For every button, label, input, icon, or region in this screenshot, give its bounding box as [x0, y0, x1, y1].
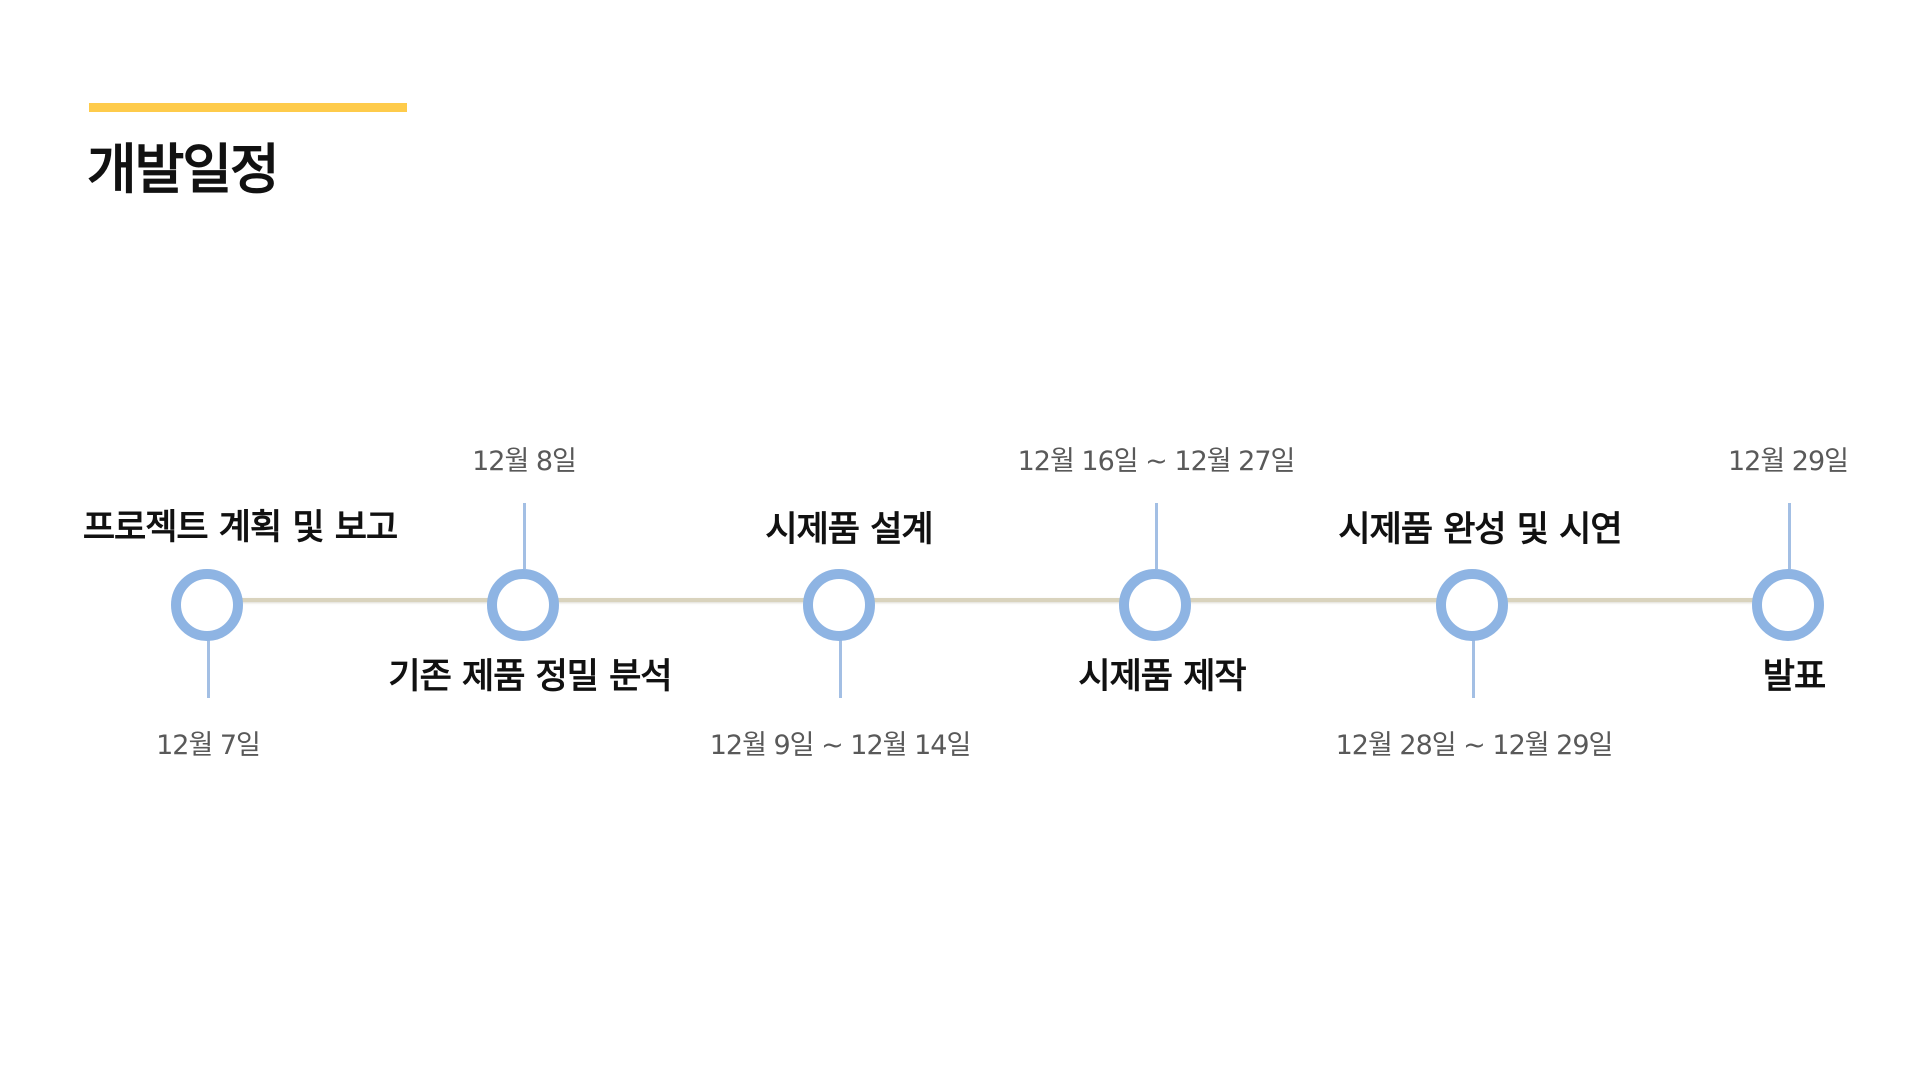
- milestone-node: [1436, 569, 1508, 641]
- title-accent-bar: [89, 103, 407, 112]
- milestone-connector: [1788, 503, 1791, 569]
- milestone-date: 12월 29일: [1728, 446, 1849, 477]
- milestone-label: 프로젝트 계획 및 보고: [82, 508, 398, 548]
- milestone-connector: [839, 640, 842, 698]
- milestone-node: [487, 569, 559, 641]
- milestone-label: 시제품 설계: [765, 510, 933, 550]
- milestone-node: [803, 569, 875, 641]
- milestone-label: 시제품 완성 및 시연: [1338, 510, 1622, 550]
- milestone-node: [1119, 569, 1191, 641]
- milestone-date: 12월 16일 ~ 12월 27일: [1017, 446, 1296, 477]
- milestone-label: 시제품 제작: [1078, 657, 1246, 697]
- milestone-connector: [1155, 503, 1158, 569]
- milestone-date: 12월 9일 ~ 12월 14일: [709, 730, 972, 761]
- milestone-node: [171, 569, 243, 641]
- milestone-node: [1752, 569, 1824, 641]
- timeline-line: [208, 598, 1786, 602]
- milestone-connector: [1472, 640, 1475, 698]
- milestone-label: 발표: [1762, 657, 1826, 697]
- milestone-date: 12월 28일 ~ 12월 29일: [1335, 730, 1614, 761]
- milestone-date: 12월 8일: [472, 446, 577, 477]
- milestone-label: 기존 제품 정밀 분석: [388, 657, 672, 697]
- milestone-date: 12월 7일: [156, 730, 261, 761]
- milestone-connector: [207, 640, 210, 698]
- page-title: 개발일정: [87, 138, 280, 201]
- milestone-connector: [523, 503, 526, 569]
